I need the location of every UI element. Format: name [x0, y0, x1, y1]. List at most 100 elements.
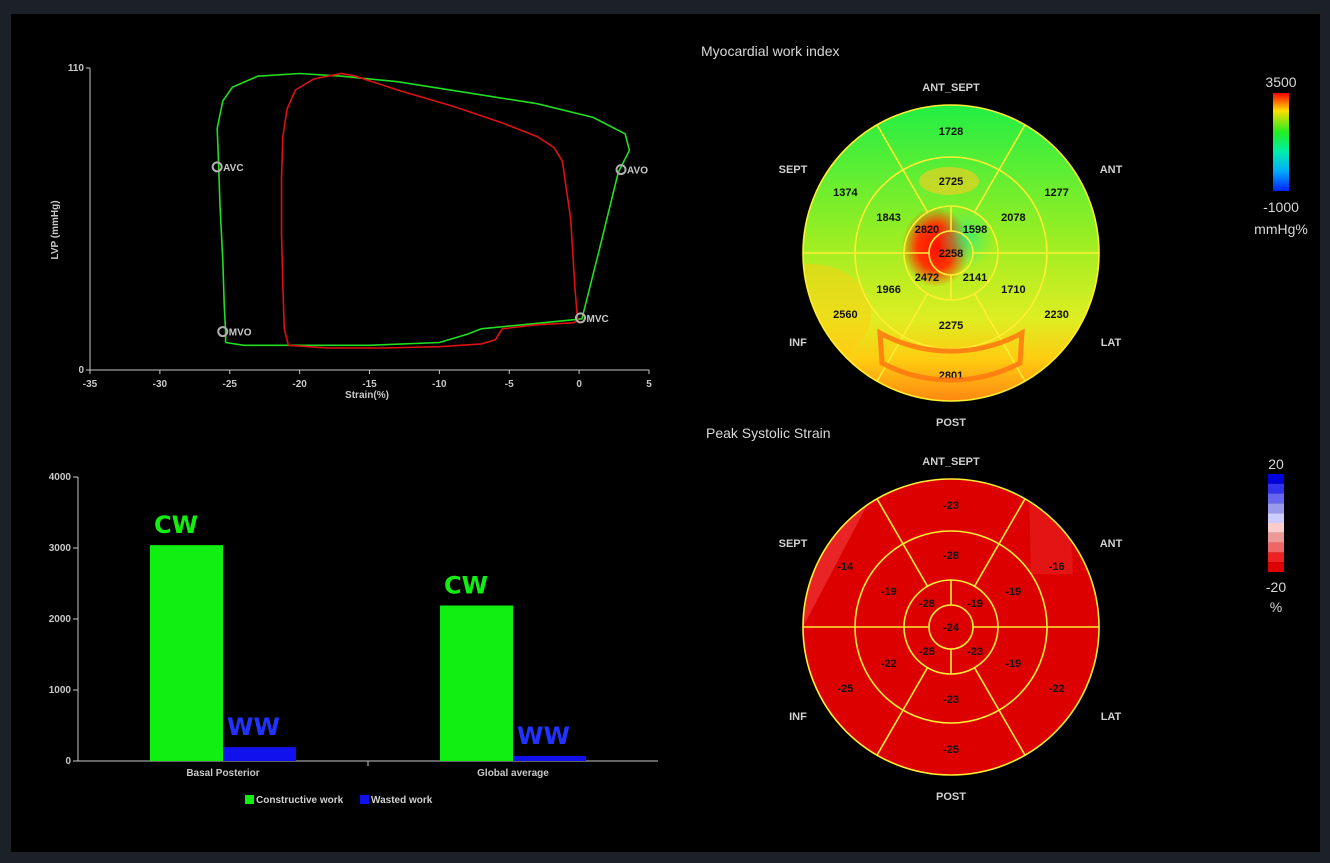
mwi-scale-max: 3500: [1265, 74, 1296, 90]
bar-y-tick-label: 0: [65, 756, 71, 767]
apical-segment-value: 1598: [963, 224, 987, 236]
bar-annotation: WW: [227, 713, 280, 741]
apical-segment-value: -28: [919, 598, 935, 610]
pss-title: Peak Systolic Strain: [706, 425, 831, 441]
wall-label: SEPT: [779, 538, 808, 550]
segment-divider: [998, 498, 1026, 545]
pss-bullseye-fill: [803, 479, 1099, 775]
legend-swatch-constructive: [245, 795, 254, 804]
mwi-scale-unit: mmHg%: [1254, 221, 1308, 237]
pss-scale-min: -20: [1266, 579, 1286, 595]
mid-segment-value: 1966: [876, 284, 900, 296]
wall-label: ANT: [1100, 538, 1123, 550]
loop-x-tick-label: -35: [83, 379, 98, 390]
mwi-color-scale: [1273, 93, 1289, 191]
strain-scale-step: [1268, 552, 1284, 563]
segment-divider: [902, 543, 929, 587]
loop-x-tick-label: -5: [505, 379, 514, 390]
loop-x-tick-label: -20: [292, 379, 307, 390]
bar-category-label: Global average: [477, 768, 549, 779]
segment-divider: [876, 124, 904, 171]
mid-segment-value: 2078: [1001, 212, 1025, 224]
basal-segment-value: 1374: [833, 187, 858, 199]
basal-segment-value: 2230: [1044, 309, 1068, 321]
strain-scale-step: [1268, 483, 1284, 494]
mid-segment-value: -19: [1005, 586, 1021, 598]
segment-divider: [902, 667, 929, 711]
strain-scale-step: [1268, 503, 1284, 514]
loop-x-tick-label: 0: [576, 379, 582, 390]
mid-segment-value: 1710: [1001, 284, 1025, 296]
segment-divider: [998, 124, 1026, 171]
wall-label: LAT: [1101, 337, 1122, 349]
work-bar-chart: 0 1000 2000 3000 4000 Basal Posterior Global …: [49, 472, 658, 806]
echo-analysis-screen: Strain(%) LVP (mmHg) -35 -30 -25 -20 -15 -10 -…: [11, 14, 1320, 852]
peak-systolic-strain-panel: Peak Systolic Strain -23 -16 -22 -25 -25 -14 -…: [706, 425, 1286, 803]
analysis-canvas: Strain(%) LVP (mmHg) -35 -30 -25 -20 -15 -10 -…: [49, 43, 1308, 806]
bar-y-tick-label: 3000: [49, 543, 72, 554]
loop-x-tick-label: -25: [223, 379, 238, 390]
mid-segment-value: -22: [881, 658, 897, 670]
segment-divider: [902, 293, 929, 337]
loop-y-axis-label: LVP (mmHg): [50, 200, 61, 259]
basal-segment-value: 1277: [1044, 187, 1068, 199]
strain-scale-step: [1268, 532, 1284, 543]
apical-segment-value: -23: [967, 646, 983, 658]
valve-event-label: MVO: [229, 328, 252, 339]
wall-label: ANT_SEPT: [922, 82, 980, 94]
pss-color-scale: [1268, 474, 1284, 572]
mid-segment-value: 2725: [939, 176, 963, 188]
strain-scale-step: [1268, 493, 1284, 504]
wall-label: POST: [936, 417, 966, 429]
apical-segment-value: 2141: [963, 272, 987, 284]
wall-label: LAT: [1101, 711, 1122, 723]
basal-segment-value: -23: [943, 500, 959, 512]
apical-segment-value: -25: [919, 646, 935, 658]
loop-x-axis-label: Strain(%): [345, 390, 389, 401]
bar-category-label: Basal Posterior: [186, 768, 259, 779]
wall-label: INF: [789, 711, 807, 723]
mwi-title: Myocardial work index: [701, 43, 840, 59]
segment-divider: [876, 498, 904, 545]
mid-segment-value: -19: [1005, 658, 1021, 670]
valve-event-label: MVC: [587, 314, 609, 325]
bar-annotation: CW: [444, 572, 488, 600]
bar-constructive: [440, 605, 513, 761]
bar-annotation: CW: [154, 511, 198, 539]
mid-segment-value: -19: [881, 586, 897, 598]
bar-legend: Constructive work Wasted work: [245, 795, 433, 806]
legend-label-constructive: Constructive work: [256, 795, 344, 806]
loop-series-1: [280, 72, 579, 349]
segment-divider: [902, 169, 929, 213]
apical-segment-value: 2472: [915, 272, 939, 284]
strain-scale-step: [1268, 474, 1284, 484]
bar-wasted: [513, 756, 586, 761]
valve-event-label: AVC: [223, 163, 243, 174]
bar-y-tick-label: 2000: [49, 614, 72, 625]
bar-y-tick-label: 4000: [49, 472, 72, 483]
loop-x-tick-label: -15: [362, 379, 377, 390]
basal-segment-value: -16: [1049, 561, 1065, 573]
wall-label: ANT: [1100, 164, 1123, 176]
mid-segment-value: 2275: [939, 320, 963, 332]
loop-x-tick-label: -10: [432, 379, 447, 390]
mid-segment-value: -23: [943, 694, 959, 706]
strain-scale-step: [1268, 523, 1284, 533]
basal-segment-value: 2560: [833, 309, 857, 321]
wall-label: INF: [789, 337, 807, 349]
valve-event-marker: [615, 164, 627, 176]
basal-segment-value: 1728: [939, 126, 963, 138]
bar-wasted: [223, 747, 296, 761]
apical-segment-value: -19: [967, 598, 983, 610]
wall-label: ANT_SEPT: [922, 456, 980, 468]
wall-label: POST: [936, 791, 966, 803]
loop-x-tick-label: 5: [646, 379, 652, 390]
strain-scale-step: [1268, 562, 1284, 572]
valve-event-marker: [575, 312, 587, 324]
bar-y-tick-label: 1000: [49, 685, 72, 696]
legend-swatch-wasted: [360, 795, 369, 804]
segment-divider: [973, 169, 1000, 213]
myocardial-work-index-panel: Myocardial work index 172812772230280125…: [701, 43, 1308, 429]
pss-scale-max: 20: [1268, 456, 1284, 472]
